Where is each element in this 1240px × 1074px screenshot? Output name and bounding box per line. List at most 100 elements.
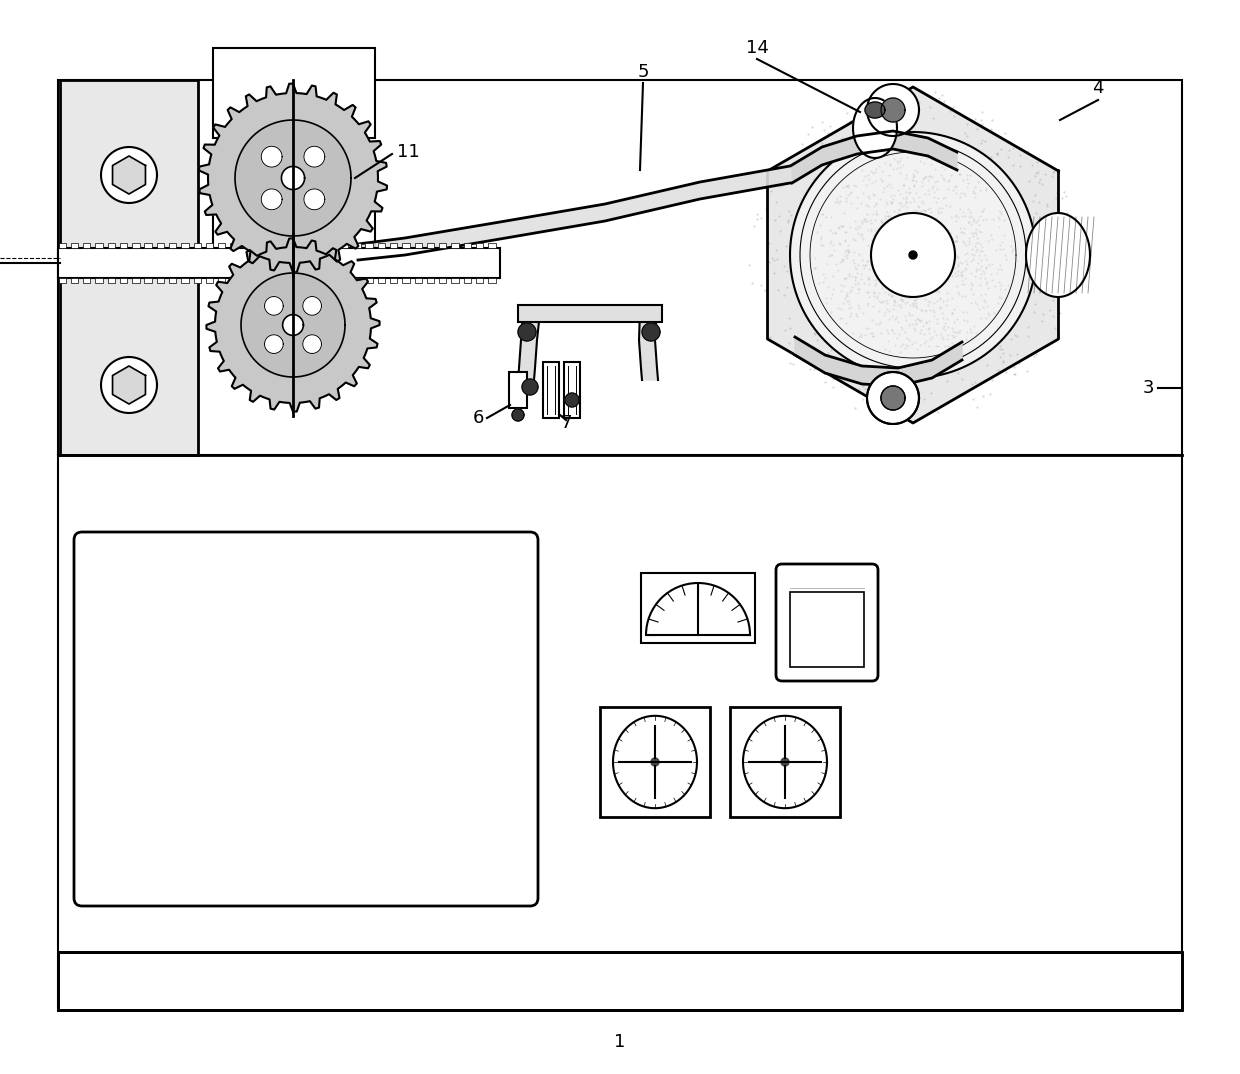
Polygon shape xyxy=(880,386,905,410)
Bar xyxy=(58,952,1182,1010)
Bar xyxy=(108,243,115,248)
Bar xyxy=(641,574,755,643)
Bar xyxy=(353,278,361,284)
Bar xyxy=(439,278,446,284)
Polygon shape xyxy=(800,142,1025,368)
Bar xyxy=(564,362,580,418)
Bar xyxy=(181,243,188,248)
Bar xyxy=(366,278,373,284)
Bar xyxy=(108,278,115,284)
Bar xyxy=(213,158,374,268)
Text: 5: 5 xyxy=(637,63,649,81)
Polygon shape xyxy=(870,213,955,297)
Bar xyxy=(402,243,409,248)
Bar xyxy=(291,243,299,248)
Bar xyxy=(255,243,263,248)
Bar xyxy=(316,278,324,284)
Text: 4: 4 xyxy=(1092,79,1104,97)
Polygon shape xyxy=(565,393,579,407)
Bar xyxy=(156,278,164,284)
Bar xyxy=(329,278,336,284)
Bar xyxy=(156,243,164,248)
Bar xyxy=(451,278,459,284)
Bar xyxy=(304,243,311,248)
Polygon shape xyxy=(781,758,789,766)
Text: 3: 3 xyxy=(1142,379,1153,397)
Polygon shape xyxy=(241,273,345,377)
Polygon shape xyxy=(512,409,525,421)
Polygon shape xyxy=(236,120,351,236)
Bar xyxy=(341,278,348,284)
Polygon shape xyxy=(262,146,283,168)
Bar xyxy=(95,243,103,248)
Bar xyxy=(508,372,527,408)
Bar xyxy=(304,278,311,284)
Polygon shape xyxy=(518,323,536,342)
Polygon shape xyxy=(867,372,919,424)
Polygon shape xyxy=(100,357,157,413)
Bar xyxy=(518,305,662,322)
Bar xyxy=(58,952,1182,1010)
Bar xyxy=(144,278,151,284)
Polygon shape xyxy=(518,313,539,380)
Bar xyxy=(83,243,91,248)
Bar xyxy=(476,278,484,284)
Bar xyxy=(378,243,386,248)
Polygon shape xyxy=(303,296,321,316)
Bar xyxy=(391,278,397,284)
Polygon shape xyxy=(909,251,918,259)
Polygon shape xyxy=(113,156,145,194)
Bar xyxy=(600,707,711,817)
Bar xyxy=(58,79,1182,455)
Bar xyxy=(414,243,422,248)
Polygon shape xyxy=(283,315,304,335)
Bar xyxy=(255,278,263,284)
Polygon shape xyxy=(1025,213,1090,297)
Polygon shape xyxy=(880,386,905,410)
Bar xyxy=(71,278,78,284)
Bar xyxy=(169,278,176,284)
Bar xyxy=(329,243,336,248)
Polygon shape xyxy=(867,84,919,136)
Polygon shape xyxy=(810,153,1016,358)
Bar xyxy=(268,243,274,248)
Polygon shape xyxy=(853,98,897,158)
Bar xyxy=(427,278,434,284)
Text: 6: 6 xyxy=(472,409,484,427)
Bar xyxy=(268,278,274,284)
Bar xyxy=(316,243,324,248)
Text: 7: 7 xyxy=(560,413,572,432)
Bar xyxy=(206,278,213,284)
Polygon shape xyxy=(358,166,790,260)
Polygon shape xyxy=(304,189,325,209)
Bar xyxy=(366,243,373,248)
Bar xyxy=(71,243,78,248)
Bar xyxy=(206,243,213,248)
Bar xyxy=(193,243,201,248)
FancyBboxPatch shape xyxy=(74,532,538,906)
Polygon shape xyxy=(262,189,283,209)
Bar xyxy=(218,243,226,248)
Bar xyxy=(427,243,434,248)
Bar xyxy=(58,248,500,278)
Polygon shape xyxy=(264,296,283,316)
Polygon shape xyxy=(768,87,1059,423)
Polygon shape xyxy=(795,337,962,386)
Bar xyxy=(414,278,422,284)
Bar xyxy=(231,278,238,284)
Polygon shape xyxy=(642,323,660,342)
Bar xyxy=(489,278,496,284)
Polygon shape xyxy=(264,335,283,353)
Text: 11: 11 xyxy=(397,143,420,161)
Bar xyxy=(353,243,361,248)
Bar xyxy=(83,278,91,284)
Bar xyxy=(291,278,299,284)
Bar xyxy=(543,362,559,418)
Bar xyxy=(120,278,128,284)
Polygon shape xyxy=(303,335,321,353)
Bar xyxy=(464,278,471,284)
Polygon shape xyxy=(206,238,379,411)
Text: 1: 1 xyxy=(614,1033,626,1051)
Text: 14: 14 xyxy=(745,39,769,57)
Bar xyxy=(133,278,140,284)
